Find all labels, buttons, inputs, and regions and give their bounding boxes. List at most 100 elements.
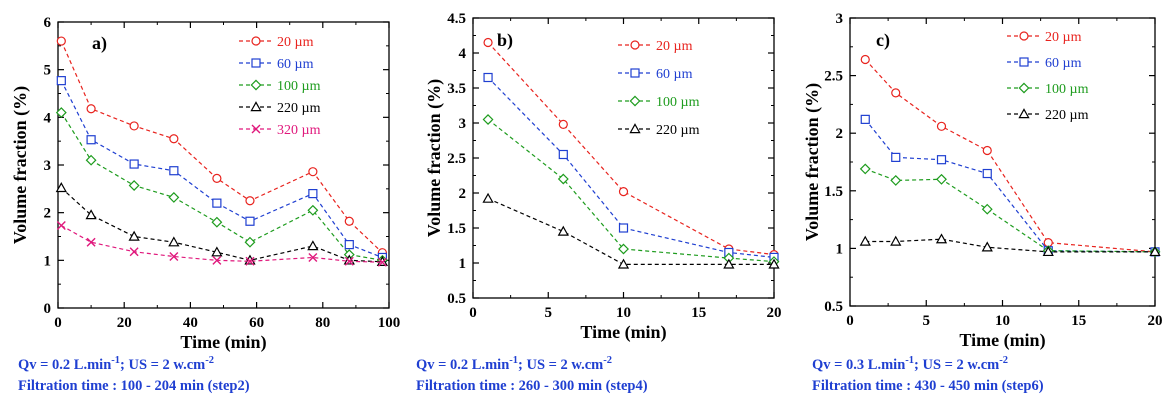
data-point [618,243,629,255]
x-tick-label: 100 [378,315,401,331]
legend-marker [251,58,261,68]
y-tick-label: 1.5 [447,221,466,237]
series-line [864,119,1156,253]
legend-label: 100 µm [277,79,321,94]
x-tick-label: 5 [545,305,553,321]
y-tick-label: 1 [44,253,52,269]
y-axis-label: Volume fraction (%) [10,86,31,244]
data-point [1042,246,1054,257]
data-point [55,182,67,193]
data-point [245,256,255,266]
panel-label: c) [876,30,890,51]
data-point [244,236,256,248]
legend-entry: 100 µm [618,95,700,110]
data-point [212,255,222,265]
legend-marker [1019,31,1029,41]
series-line [487,119,775,263]
data-point [85,209,97,220]
data-point [169,134,179,144]
data-point [245,196,255,206]
legend-marker [1018,82,1030,94]
y-tick-label: 4.5 [447,11,466,27]
panel-label: b) [497,30,513,51]
series-line [864,59,1156,253]
legend-marker [630,40,640,50]
legend-label: 60 µm [656,67,693,82]
legend-entry: 20 µm [239,35,314,50]
data-point [558,149,568,160]
y-tick-label: 0 [44,301,52,317]
data-point [557,225,569,236]
data-point [211,216,223,228]
series-20-m [860,54,1160,257]
data-point [377,257,387,267]
data-point [307,240,319,251]
caption-filtration-time: Filtration time : 430 - 450 min (step6) [812,378,1044,394]
data-point [86,135,96,145]
data-point [557,173,569,185]
data-point [860,54,870,65]
y-tick-label: 0.5 [824,299,843,315]
data-point [890,174,902,186]
x-tick-label: 20 [117,315,132,331]
data-point [85,154,97,166]
legend-entry: 20 µm [1007,30,1082,45]
caption-conditions: Qv = 0.2 L.min-1; US = 2 w.cm-2 [416,355,612,373]
legend-label: 20 µm [1045,30,1082,45]
series-60-m [56,76,387,263]
y-tick-label: 2 [44,206,52,222]
data-point [617,258,630,269]
x-tick-label: 15 [1071,313,1086,329]
data-point [128,180,140,191]
data-point [56,76,66,86]
x-tick-label: 20 [767,305,782,321]
y-tick-label: 5 [44,63,52,79]
x-axis-label: Time (min) [180,332,266,353]
data-point [981,203,993,215]
data-point [483,72,493,83]
series-220-m [859,233,1161,257]
legend-label: 20 µm [656,39,693,54]
data-point [169,252,179,262]
y-tick-label: 3.5 [447,81,466,97]
y-tick-label: 0.5 [447,291,466,307]
legend-marker [250,79,262,91]
legend-label: 100 µm [1045,82,1089,97]
data-point [860,114,870,124]
legend-marker [251,36,261,46]
legend-entry: 60 µm [1007,56,1082,71]
y-axis-label: Volume fraction (%) [424,79,445,237]
data-point [344,216,354,226]
legend-entry: 220 µm [618,123,700,138]
legend-marker [1018,108,1030,119]
data-point [723,258,735,269]
data-point [482,192,494,203]
chart-panel-1: 0 20 40 60 80 100 0 1 2 3 4 5 6 Time (min) Volume frac… [10,15,400,394]
legend-entry: 20 µm [618,39,693,54]
caption-filtration-time: Filtration time : 100 - 204 min (step2) [18,378,250,394]
data-point [981,241,993,252]
caption-filtration-time: Filtration time : 260 - 300 min (step4) [416,378,648,394]
data-point [1149,246,1161,257]
legend-label: 60 µm [1045,56,1082,71]
legend-marker [250,101,262,112]
data-point [308,189,318,199]
data-point [936,121,947,131]
y-tick-label: 6 [44,15,52,31]
series-line [487,42,775,256]
x-tick-label: 60 [249,315,264,331]
legend-entry: 320 µm [239,123,321,138]
data-point [483,37,493,48]
caption-conditions: Qv = 0.3 L.min-1; US = 2 w.cm-2 [812,355,1008,373]
data-point [128,230,140,241]
series-line [60,40,383,254]
series-line [60,187,383,263]
data-point [344,256,354,266]
legend-marker [251,124,261,134]
legend-marker [1019,57,1029,67]
plot-frame [57,21,390,309]
x-axis-label: Time (min) [959,330,1045,351]
data-point [168,191,180,203]
data-point [55,107,67,119]
